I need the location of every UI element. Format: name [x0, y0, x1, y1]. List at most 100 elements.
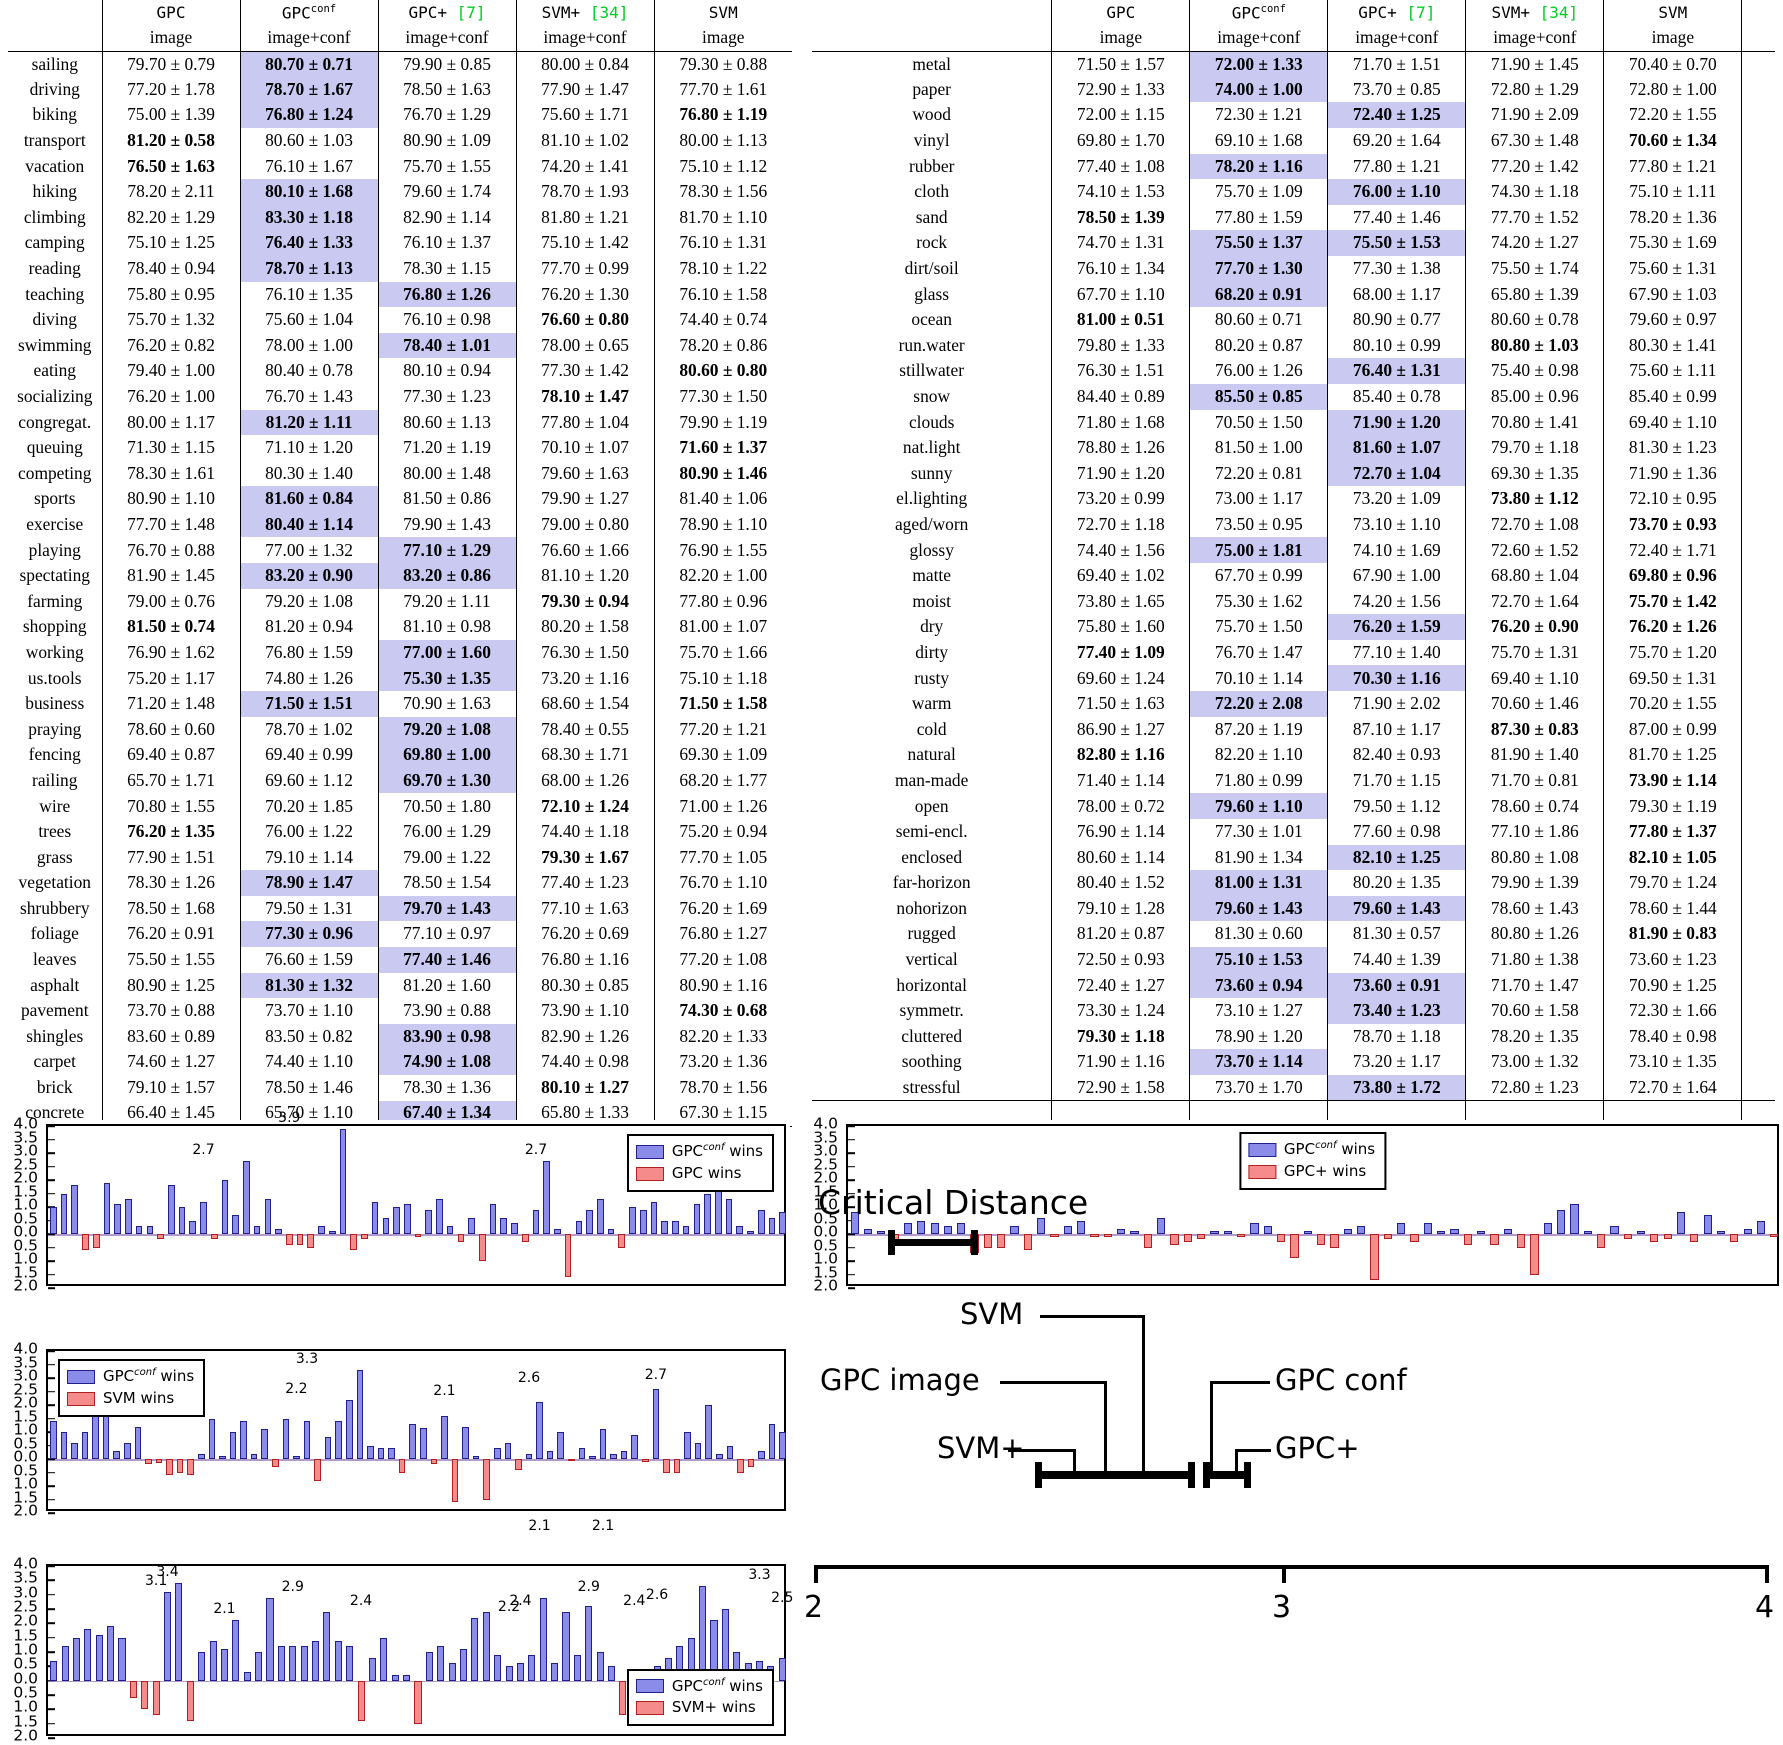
- result-cell: 79.90 ± 0.85: [378, 51, 517, 77]
- row-label: praying: [8, 716, 103, 743]
- row-label: climbing: [8, 204, 103, 231]
- result-cell: 70.10 ± 1.14: [1189, 665, 1329, 692]
- bar: [1103, 1234, 1113, 1237]
- bar: [1383, 1234, 1392, 1240]
- bar: [448, 1663, 456, 1681]
- bar: [639, 1209, 647, 1234]
- bar-value-label: 2.9: [577, 1578, 600, 1595]
- result-cell: 72.70 ± 1.64: [1465, 588, 1605, 615]
- result-cell: 73.60 ± 1.23: [1628, 949, 1717, 970]
- row-edge: [1741, 332, 1775, 359]
- bar: [346, 1646, 354, 1681]
- result-cell: 79.50 ± 1.31: [240, 895, 379, 922]
- result-cell: 71.80 ± 0.99: [1189, 767, 1329, 794]
- header-method-2: GPC+ [7]: [378, 0, 517, 26]
- header-modality-1: image+conf: [240, 25, 379, 52]
- bar: [1743, 1228, 1752, 1234]
- result-cell: 73.10 ± 1.27: [1189, 998, 1329, 1024]
- result-cell: 79.10 ± 1.57: [102, 1074, 241, 1101]
- result-cell: 72.50 ± 0.93: [1051, 946, 1191, 973]
- result-cell: 72.20 ± 0.81: [1189, 460, 1329, 487]
- bar: [323, 1611, 331, 1681]
- y-tick-label: 1.5: [13, 1181, 38, 1200]
- result-cell: 79.20 ± 1.08: [240, 588, 379, 615]
- row-label: far-horizon: [812, 870, 1053, 896]
- result-cell: 80.90 ± 0.77: [1327, 307, 1467, 333]
- bar: [661, 1220, 668, 1234]
- bar: [1663, 1234, 1672, 1240]
- bar: [482, 1611, 490, 1681]
- y-tick-mark: [48, 1722, 55, 1725]
- row-edge: [1741, 511, 1775, 538]
- bar: [243, 1161, 250, 1234]
- cd-leader-svm: [1040, 1315, 1145, 1318]
- result-cell: 78.10 ± 1.47: [516, 383, 655, 410]
- y-axis: 4.0 3.5 3.0 2.5 2.0 1.5 1.0 0.5 0.0 0.5 1.0 1.5 2.0: [0, 1556, 38, 1743]
- result-cell: 81.20 ± 0.58: [102, 127, 241, 154]
- row-edge: [1741, 1049, 1775, 1075]
- y-tick-mark: [48, 1471, 55, 1474]
- cd-clique-cap-right-a: [1203, 1462, 1210, 1488]
- y-tick-label: 2.0: [13, 1726, 38, 1745]
- result-cell: 77.70 ± 1.52: [1465, 204, 1605, 231]
- table-row: shopping 81.50 ± 0.74 81.20 ± 0.94 81.10 ± …: [8, 614, 792, 640]
- result-cell: 77.40 ± 1.08: [1051, 153, 1191, 180]
- row-edge: [1741, 716, 1775, 743]
- result-cell: 72.70 ± 1.18: [1051, 511, 1191, 538]
- table-gutter: [800, 230, 812, 256]
- y-tick-label: 2.5: [13, 1379, 38, 1398]
- result-cell: 73.70 ± 0.88: [102, 998, 241, 1024]
- table-gutter: [800, 333, 812, 359]
- critical-distance-diagram: Critical Distance SVM GPC image SVM+ GPC…: [800, 1175, 1783, 1745]
- row-label: cluttered: [812, 1023, 1053, 1050]
- bar: [877, 1231, 886, 1234]
- table-row: farming 79.00 ± 0.76 79.20 ± 1.08 79.20 ± 1…: [8, 588, 792, 615]
- row-edge: [1741, 179, 1775, 205]
- row-edge: [1741, 230, 1775, 256]
- y-tick-mark: [48, 1165, 55, 1168]
- result-cell: 76.20 ± 0.90: [1465, 614, 1605, 640]
- result-cell: 85.50 ± 0.85: [1189, 383, 1329, 410]
- legend-label: SVM wins: [103, 1388, 175, 1407]
- cd-stem-gpcplus: [1235, 1449, 1238, 1475]
- result-cell: 75.50 ± 1.55: [102, 946, 241, 973]
- result-cell: 80.30 ± 0.85: [516, 972, 655, 999]
- y-tick-mark: [48, 1350, 55, 1352]
- result-cell: 77.20 ± 1.08: [679, 949, 768, 970]
- result-cell: 82.90 ± 1.14: [378, 204, 517, 231]
- result-cell: 73.10 ± 1.10: [1327, 511, 1467, 538]
- result-cell: 76.20 ± 0.91: [102, 921, 241, 947]
- result-cell: 75.70 ± 1.32: [102, 307, 241, 333]
- result-cell: 78.00 ± 1.00: [240, 332, 379, 359]
- table-row: shingles 83.60 ± 0.89 83.50 ± 0.82 83.90 ± …: [8, 1023, 792, 1050]
- result-cell: 83.50 ± 0.82: [240, 1023, 379, 1050]
- cd-leader-gpc-conf: [1210, 1381, 1270, 1384]
- result-cell: 67.90 ± 1.00: [1327, 563, 1467, 589]
- cd-axis-label-3: 3: [1272, 1590, 1292, 1625]
- bar: [209, 1640, 217, 1681]
- header-method-0: GPC: [1051, 0, 1191, 26]
- result-cell: 72.70 ± 1.08: [1465, 511, 1605, 538]
- row-label: matte: [812, 563, 1053, 589]
- result-cell: 79.90 ± 1.19: [679, 411, 768, 432]
- result-cell: 79.30 ± 1.18: [1051, 1023, 1191, 1050]
- result-cell: 81.00 ± 0.51: [1051, 307, 1191, 333]
- row-edge: [1741, 870, 1775, 896]
- legend-entry: SVM wins: [67, 1388, 194, 1410]
- bar: [511, 1223, 518, 1234]
- table-row: enclosed 80.60 ± 1.14 81.90 ± 1.34 82.10 ± …: [800, 844, 1775, 871]
- bar: [243, 1672, 251, 1681]
- result-cell: 70.30 ± 1.16: [1327, 665, 1467, 692]
- result-cell: 68.20 ± 0.91: [1189, 281, 1329, 308]
- result-cell: 76.80 ± 1.24: [240, 102, 379, 128]
- row-label: enclosed: [812, 844, 1053, 871]
- bar: [726, 1445, 734, 1459]
- result-cell: 72.80 ± 1.23: [1465, 1074, 1605, 1101]
- cd-axis-label-4: 4: [1755, 1590, 1775, 1625]
- result-cell: 78.60 ± 0.60: [102, 716, 241, 743]
- result-cell: 75.00 ± 1.39: [102, 102, 241, 128]
- result-cell: 79.30 ± 0.88: [679, 53, 768, 74]
- result-cell: 81.20 ± 1.60: [378, 972, 517, 999]
- bar: [521, 1234, 529, 1243]
- y-tick-mark: [48, 1260, 55, 1262]
